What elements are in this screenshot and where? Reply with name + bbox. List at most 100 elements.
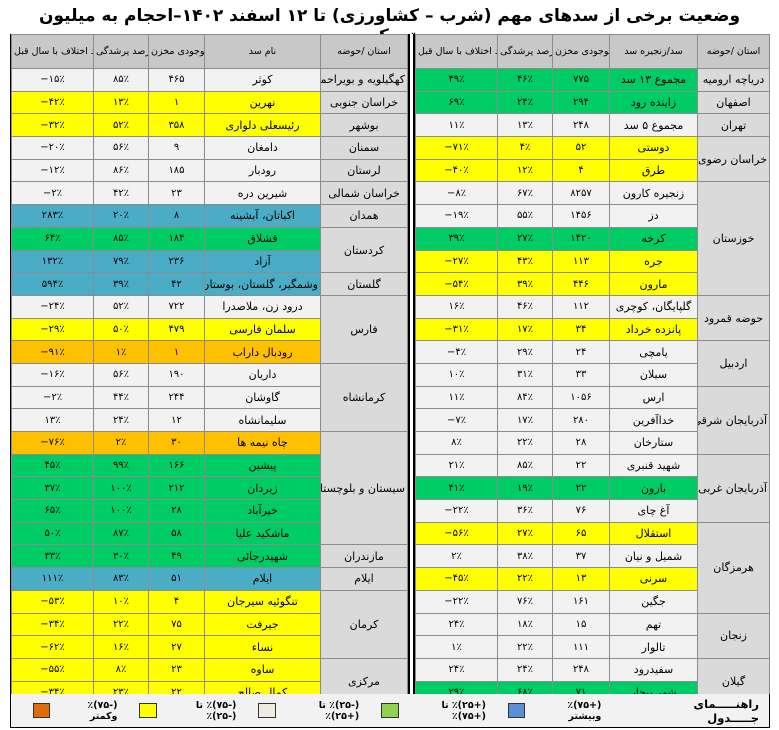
left-table-header: درصد اختلاف با سال قبل درصد پرشدگی موجود… xyxy=(11,34,408,69)
dam-name-cell: گاوشان xyxy=(204,385,321,410)
diff-cell: ۳۷٪ xyxy=(11,476,94,501)
header-province: استان /حوضه xyxy=(320,34,408,69)
table-row: −۷٪ ۱۷٪ ۲۸۰ خداآفرین xyxy=(415,408,770,432)
table-row: −۲٪ ۴۲٪ ۲۳ شیرین دره خراسان شمالی xyxy=(11,181,408,206)
dam-name-cell: سرنی xyxy=(609,567,698,591)
fill-cell: ۱۰۰٪ xyxy=(93,499,149,523)
table-row: −۵۴٪ ۳۹٪ ۴۴۶ مارون xyxy=(415,272,770,296)
table-row: ۶۹٪ ۲۴٪ ۲۹۴ زاینده رود اصفهان xyxy=(415,90,770,115)
table-row: ۱۳٪ ۲۴٪ ۱۲ سلیمانشاه xyxy=(11,408,408,432)
header-province: استان /حوضه xyxy=(697,34,770,69)
table-row: ۴۱٪ ۱۹٪ ۲۲ بارون xyxy=(415,476,770,501)
dam-name-cell: زیردان xyxy=(204,476,321,501)
volume-cell: ۲۱۲ xyxy=(148,476,205,501)
dam-name-cell: جگین xyxy=(609,589,698,614)
fill-cell: ۸۵٪ xyxy=(93,68,149,92)
province-cell: تهران xyxy=(697,113,770,138)
dam-name-cell: دوستی xyxy=(609,136,698,160)
dam-name-cell: تنگوئیه سیرجان xyxy=(204,589,321,614)
header-volume: موجودی مخزن xyxy=(148,34,205,69)
dam-name-cell: ماشکید علیا xyxy=(204,521,321,546)
diff-cell: −۸٪ xyxy=(415,181,498,206)
volume-cell: ۸۲۵۷ xyxy=(552,181,610,206)
table-row: ۱٪ ۲۲٪ ۱۱۱ تالوار xyxy=(415,635,770,659)
fill-cell: ۶۷٪ xyxy=(497,181,553,206)
table-row: −۲۷٪ ۴۳٪ ۱۱۳ جره xyxy=(415,249,770,274)
volume-cell: ۲۳ xyxy=(148,657,205,682)
fill-cell: ۹۹٪ xyxy=(93,453,149,478)
fill-cell: ۸۷٪ xyxy=(93,521,149,546)
header-fill: درصد پرشدگی xyxy=(497,34,553,69)
volume-cell: ۲۳۶ xyxy=(148,249,205,274)
province-cell: خراسان رضوی xyxy=(697,136,770,183)
dam-name-cell: ایلام xyxy=(204,567,321,591)
volume-cell: ۳۵۸ xyxy=(148,113,205,138)
diff-cell: −۲۷٪ xyxy=(415,249,498,274)
dam-name-cell: نهرین xyxy=(204,90,321,115)
volume-cell: ۴۶۵ xyxy=(148,68,205,92)
diff-cell: ۶۴٪ xyxy=(11,226,94,251)
legend-item-low: (-۷۵)٪ تا (-۲۵)٪ xyxy=(139,700,236,722)
diff-cell: ۶۵٪ xyxy=(11,499,94,523)
volume-cell: ۲۹۴ xyxy=(552,90,610,115)
fill-cell: ۵۶٪ xyxy=(93,362,149,387)
table-row: −۲۰٪ ۵۶٪ ۹ دامغان سمنان xyxy=(11,136,408,160)
dam-name-cell: سلمان فارسی xyxy=(204,317,321,342)
dam-name-cell: شهید قنبری xyxy=(609,453,698,478)
dam-name-cell: زاینده رود xyxy=(609,90,698,115)
dam-name-cell: سفیدرود xyxy=(609,657,698,682)
fill-cell: ۲۴٪ xyxy=(497,657,553,682)
table-row: −۸٪ ۶۷٪ ۸۲۵۷ زنجیره کارون خوزستان xyxy=(415,181,770,296)
dam-name-cell: خداآفرین xyxy=(609,408,698,432)
table-row: ۱۰٪ ۳۱٪ ۳۳ سبلان xyxy=(415,362,770,387)
diff-cell: ۳۹٪ xyxy=(415,226,498,251)
volume-cell: ۴۹ xyxy=(148,544,205,569)
diff-cell: ۱٪ xyxy=(415,635,498,659)
fill-cell: ۱٪ xyxy=(93,340,149,364)
diff-cell: ۲۴٪ xyxy=(415,612,498,637)
dam-name-cell: سلیمانشاه xyxy=(204,408,321,432)
table-row: ۴۹٪ ۴۶٪ ۷۷۵ مجموع ۱۳ سد دریاچه ارومیه xyxy=(415,68,770,92)
dam-name-cell: طرق xyxy=(609,158,698,183)
fill-cell: ۱۳٪ xyxy=(497,113,553,138)
diff-cell: −۴٪ xyxy=(415,340,498,364)
table-row: −۶۲٪ ۱۶٪ ۲۷ نساء xyxy=(11,635,408,659)
diff-cell: ۴۵٪ xyxy=(11,453,94,478)
table-row: ۱۱٪ ۸۴٪ ۱۰۵۶ ارس آذربایجان شرقی xyxy=(415,385,770,455)
fill-cell: ۸٪ xyxy=(93,657,149,682)
volume-cell: ۱۴۵۶ xyxy=(552,204,610,228)
left-dams-table: درصد اختلاف با سال قبل درصد پرشدگی موجود… xyxy=(11,34,408,705)
diff-cell: ۵۰٪ xyxy=(11,521,94,546)
diff-cell: −۲٪ xyxy=(11,385,94,410)
volume-cell: ۲۸ xyxy=(148,499,205,523)
fill-cell: ۲۲٪ xyxy=(497,635,553,659)
table-row: −۴۲٪ ۱۳٪ ۱ نهرین خراسان جنوبی xyxy=(11,90,408,115)
fill-cell: ۵۰٪ xyxy=(93,317,149,342)
volume-cell: ۱۲ xyxy=(148,408,205,432)
province-cell: آذربایجان غربی xyxy=(697,453,770,523)
province-cell: سیستان و بلوچستان xyxy=(320,430,408,546)
dam-name-cell: آغ چای xyxy=(609,499,698,523)
diff-cell: −۲۹٪ xyxy=(11,317,94,342)
diff-cell: ۸٪ xyxy=(415,431,498,455)
table-row: −۲۲٪ ۳۶٪ ۷۶ آغ چای xyxy=(415,499,770,523)
volume-cell: ۷۶ xyxy=(552,499,610,523)
table-row: ۳۷٪ ۱۰۰٪ ۲۱۲ زیردان xyxy=(11,476,408,501)
table-row: ۳۹٪ ۲۷٪ ۱۴۲۰ کرخه xyxy=(415,226,770,251)
fill-cell: ۷۶٪ xyxy=(497,589,553,614)
province-cell: کرمانشاه xyxy=(320,362,408,433)
province-cell: هرمزگان xyxy=(697,521,770,614)
dam-name-cell: درود زن، ملاصدرا xyxy=(204,294,321,319)
fill-cell: ۱۸٪ xyxy=(497,612,553,637)
fill-cell: ۱۷٪ xyxy=(497,317,553,342)
province-cell: اردبیل xyxy=(697,340,770,387)
diff-cell: −۷۶٪ xyxy=(11,431,94,455)
table-row: −۴٪ ۲۹٪ ۲۴ یامچی اردبیل xyxy=(415,340,770,387)
dam-name-cell: دز xyxy=(609,204,698,228)
fill-cell: ۴۳٪ xyxy=(497,249,553,274)
volume-cell: ۵۸ xyxy=(148,521,205,546)
fill-cell: ۲۰٪ xyxy=(93,204,149,228)
fill-cell: ۳۱٪ xyxy=(497,362,553,387)
table-divider xyxy=(408,34,415,694)
fill-cell: ۱۶٪ xyxy=(93,635,149,659)
